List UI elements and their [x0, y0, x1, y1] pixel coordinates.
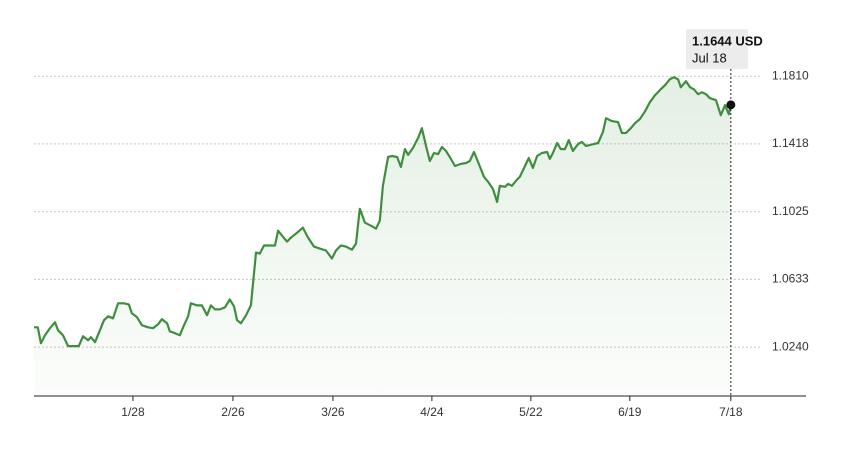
area-fill — [34, 77, 731, 397]
tooltip: 1.1644 USD Jul 18 — [686, 29, 763, 69]
x-tick-label: 3/26 — [321, 405, 345, 419]
y-tick-label: 1.1810 — [772, 68, 809, 82]
x-tick-label: 1/28 — [121, 405, 145, 419]
x-tick-label: 7/18 — [719, 405, 743, 419]
tooltip-date: Jul 18 — [692, 50, 727, 65]
x-tick-label: 5/22 — [519, 405, 543, 419]
y-tick-label: 1.0240 — [772, 339, 809, 353]
y-tick-label: 1.0633 — [772, 272, 809, 286]
last-point — [726, 100, 736, 110]
x-tick-label: 2/26 — [221, 405, 245, 419]
y-tick-label: 1.1025 — [772, 204, 809, 218]
x-tick-label: 6/19 — [618, 405, 642, 419]
plot — [34, 69, 736, 397]
tooltip-value: 1.1644 USD — [692, 33, 763, 48]
tooltip-box — [686, 29, 748, 69]
x-tick-label: 4/24 — [420, 405, 444, 419]
y-tick-label: 1.1418 — [772, 136, 809, 150]
price-line — [34, 76, 732, 348]
